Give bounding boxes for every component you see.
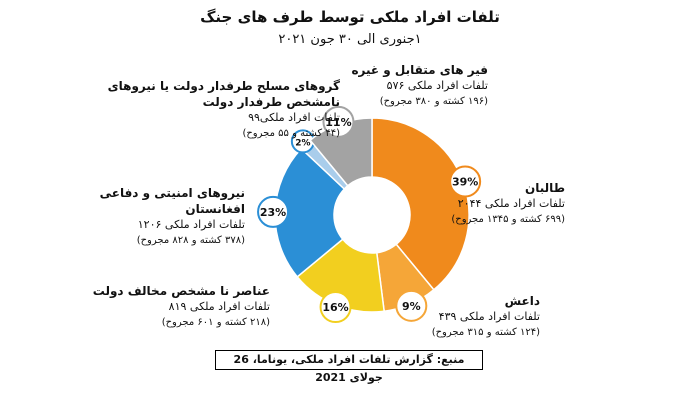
label-unknown-anti: عناصر نا مشخص مخالف دولت تلفات افراد ملک…	[80, 283, 270, 331]
label-afg-forces-name: نیروهای امنیتی و دفاعی افغانستان	[99, 186, 245, 216]
pct-bubble-crossfire	[322, 105, 355, 138]
label-crossfire-name: فیر های متقابل و غیره	[351, 63, 488, 77]
label-isis-name: داعش	[504, 294, 540, 308]
pct-label-isis: 9%	[402, 300, 421, 313]
label-unknown-anti-detail: (۲۱۸ کشته و ۶۰۱ مجروح)	[161, 317, 270, 328]
label-afg-forces: نیروهای امنیتی و دفاعی افغانستان تلفات ا…	[45, 185, 245, 249]
pct-label-progov: 2%	[295, 138, 310, 148]
label-progov-name: گروهای مسلح طرفدار دولت یا نیروهای نامشخ…	[107, 79, 340, 109]
label-isis-detail: (۱۲۴ کشته و ۳۱۵ مجروح)	[431, 327, 540, 338]
label-isis: داعش تلفات افراد ملکی ۴۳۹ (۱۲۴ کشته و ۳۱…	[390, 293, 540, 341]
label-afg-forces-stat: تلفات افراد ملکی ۱۲۰۶	[137, 218, 245, 231]
label-afg-forces-detail: (۳۷۸ کشته و ۸۲۸ مجروح)	[136, 235, 245, 246]
label-unknown-anti-name: عناصر نا مشخص مخالف دولت	[92, 284, 270, 298]
pct-label-unknown_anti: 16%	[322, 301, 348, 314]
label-taliban-stat: تلفات افراد ملکی ۲۰۴۴	[457, 197, 565, 210]
chart-subtitle: ۱جنوری الی ۳۰ جون ۲۰۲۱	[278, 32, 422, 47]
label-taliban: طالبان تلفات افراد ملکی ۲۰۴۴ (۶۹۹ کشته و…	[395, 180, 565, 228]
pct-bubble-isis	[395, 289, 428, 322]
pct-bubble-unknown_anti	[319, 291, 352, 324]
label-isis-stat: تلفات افراد ملکی ۴۳۹	[438, 310, 540, 323]
label-unknown-anti-stat: تلفات افراد ملکی ۸۱۹	[168, 300, 270, 313]
pct-label-taliban: 39%	[452, 175, 478, 188]
label-crossfire: فیر های متقابل و غیره تلفات افراد ملکی ۵…	[318, 62, 488, 110]
label-progov-stat: تلفات افراد ملکی۹۹	[248, 111, 340, 124]
label-progov-detail: (۴۴ کشته و ۵۵ مجروح)	[242, 128, 340, 139]
label-progov: گروهای مسلح طرفدار دولت یا نیروهای نامشخ…	[90, 78, 340, 142]
slice-afg_forces	[274, 147, 346, 278]
source-note: منبع: گزارش تلفات افراد ملکی، یوناما، 26…	[215, 350, 483, 384]
pct-bubble-taliban	[449, 165, 482, 198]
label-crossfire-detail: (۱۹۶ کشته و ۳۸۰ مجروح)	[379, 96, 488, 107]
pct-label-crossfire: 11%	[325, 116, 351, 129]
pct-label-afg_forces: 23%	[260, 206, 286, 219]
chart-title: تلفات افراد ملکی توسط طرف های جنگ	[200, 8, 500, 26]
label-taliban-name: طالبان	[525, 181, 565, 195]
label-taliban-detail: (۶۹۹ کشته و ۱۳۴۵ مجروح)	[451, 214, 565, 225]
label-crossfire-stat: تلفات افراد ملکی ۵۷۶	[386, 79, 488, 92]
slice-taliban	[371, 117, 470, 291]
pct-bubble-afg_forces	[257, 195, 290, 228]
